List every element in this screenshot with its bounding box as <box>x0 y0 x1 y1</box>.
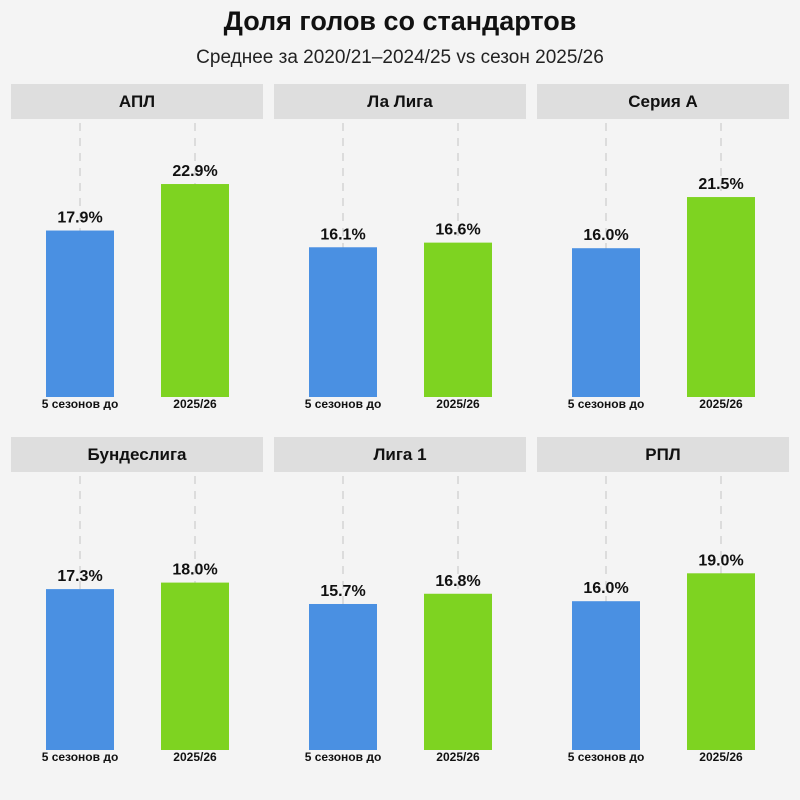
tick-label-bg <box>163 397 227 410</box>
data-label: 18.0% <box>172 562 217 579</box>
bar-baseline <box>46 589 114 750</box>
bar-current <box>687 197 755 397</box>
x-tick-label: 5 сезонов до <box>305 397 382 410</box>
x-tick-label: 2025/26 <box>699 397 743 410</box>
tick-label-bg <box>426 397 490 410</box>
tick-label-bg <box>163 750 227 763</box>
x-tick-label: 5 сезонов до <box>305 750 382 763</box>
bar-plot: 17.9% 5 сезонов до 22.9% 2025/26 <box>35 123 229 410</box>
bar-baseline <box>46 230 114 397</box>
x-tick-label: 5 сезонов до <box>42 397 119 410</box>
tick-label-bg <box>298 750 388 763</box>
tick-label-bg <box>35 397 125 410</box>
x-tick-label: 5 сезонов до <box>42 750 119 763</box>
bar-plot: 17.3% 5 сезонов до 18.0% 2025/26 <box>35 476 229 763</box>
tick-label-bg <box>298 397 388 410</box>
x-tick-label: 2025/26 <box>699 750 743 763</box>
panel-title: АПЛ <box>11 84 263 119</box>
league-panel: Ла Лига 16.1% 5 сезонов до 16.6% 2025/26 <box>274 84 526 410</box>
tick-label-bg <box>561 750 651 763</box>
panel-title: Лига 1 <box>274 437 526 472</box>
bar-plot: 16.0% 5 сезонов до 19.0% 2025/26 <box>561 476 755 763</box>
data-label: 21.5% <box>698 176 743 193</box>
x-tick-label: 2025/26 <box>173 397 217 410</box>
bar-current <box>161 184 229 397</box>
chart-title: Доля голов со стандартов <box>223 6 577 36</box>
league-panel: Бундеслига 17.3% 5 сезонов до 18.0% 2025/26 <box>11 437 263 763</box>
data-label: 15.7% <box>320 583 365 600</box>
bar-current <box>161 582 229 750</box>
tick-label-bg <box>689 397 753 410</box>
league-panel: Серия А 16.0% 5 сезонов до 21.5% 2025/26 <box>537 84 789 410</box>
data-label: 16.6% <box>435 222 480 239</box>
bar-baseline <box>572 601 640 750</box>
x-tick-label: 2025/26 <box>173 750 217 763</box>
panel-title: Серия А <box>537 84 789 119</box>
bar-current <box>687 573 755 750</box>
data-label: 16.1% <box>320 226 365 243</box>
league-panel: АПЛ 17.9% 5 сезонов до 22.9% 2025/26 <box>11 84 263 410</box>
tick-label-bg <box>426 750 490 763</box>
bar-plot: 16.0% 5 сезонов до 21.5% 2025/26 <box>561 123 755 410</box>
bar-baseline <box>309 603 377 750</box>
chart-subtitle: Среднее за 2020/21–2024/25 vs сезон 2025… <box>196 47 604 68</box>
x-tick-label: 2025/26 <box>436 750 480 763</box>
bar-plot: 15.7% 5 сезонов до 16.8% 2025/26 <box>298 476 492 763</box>
data-label: 17.9% <box>57 210 102 227</box>
data-label: 22.9% <box>172 163 217 180</box>
data-label: 16.0% <box>583 580 628 597</box>
data-label: 16.0% <box>583 227 628 244</box>
data-label: 17.3% <box>57 568 102 585</box>
x-tick-label: 5 сезонов до <box>568 397 645 410</box>
panel-title: Бундеслига <box>11 437 263 472</box>
data-label: 19.0% <box>698 552 743 569</box>
tick-label-bg <box>35 750 125 763</box>
x-tick-label: 2025/26 <box>436 397 480 410</box>
bar-current <box>424 242 492 397</box>
panel-title: Ла Лига <box>274 84 526 119</box>
league-panel: РПЛ 16.0% 5 сезонов до 19.0% 2025/26 <box>537 437 789 763</box>
tick-label-bg <box>561 397 651 410</box>
data-label: 16.8% <box>435 573 480 590</box>
bar-current <box>424 593 492 750</box>
x-tick-label: 5 сезонов до <box>568 750 645 763</box>
bar-baseline <box>309 247 377 397</box>
tick-label-bg <box>689 750 753 763</box>
league-panel: Лига 1 15.7% 5 сезонов до 16.8% 2025/26 <box>274 437 526 763</box>
bar-plot: 16.1% 5 сезонов до 16.6% 2025/26 <box>298 123 492 410</box>
panel-title: РПЛ <box>537 437 789 472</box>
bar-baseline <box>572 248 640 397</box>
